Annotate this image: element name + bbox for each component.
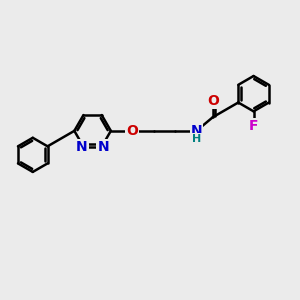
Text: H: H <box>192 134 201 144</box>
Text: O: O <box>207 94 219 108</box>
Text: F: F <box>249 119 258 133</box>
Text: N: N <box>191 124 202 138</box>
Text: N: N <box>98 140 109 154</box>
Text: N: N <box>76 140 88 154</box>
Text: O: O <box>126 124 138 138</box>
